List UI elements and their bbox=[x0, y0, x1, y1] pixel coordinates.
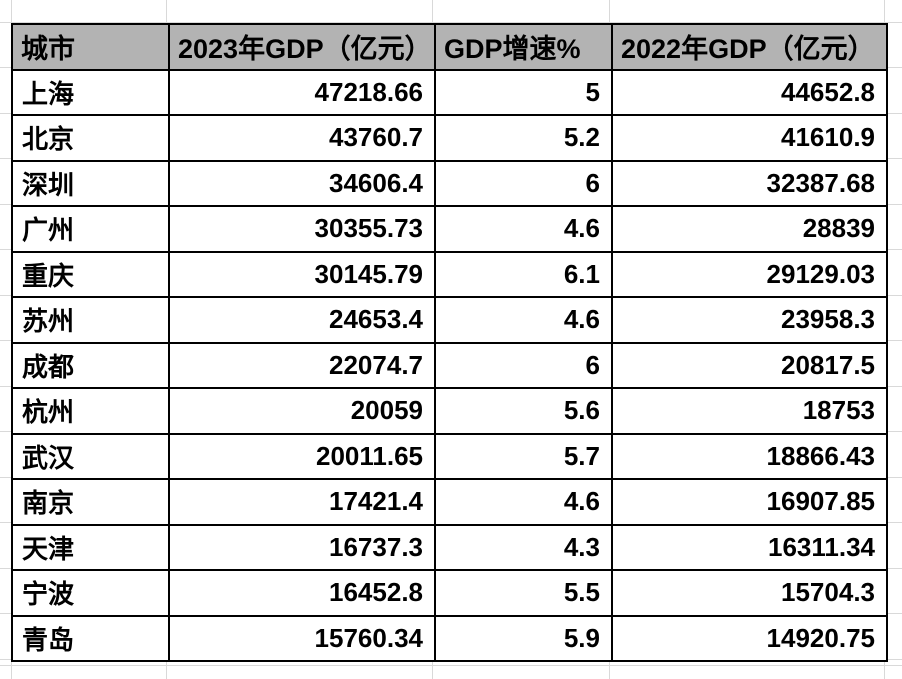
city-cell[interactable]: 上海 bbox=[11, 68, 170, 116]
city-cell[interactable]: 成都 bbox=[11, 341, 170, 389]
gdp-table: 城市 2023年GDP（亿元） GDP增速% 2022年GDP（亿元） 上海 4… bbox=[11, 23, 888, 662]
table-row: 宁波 16452.8 5.5 15704.3 bbox=[11, 569, 888, 617]
city-cell[interactable]: 深圳 bbox=[11, 159, 170, 207]
gridline-horizontal bbox=[0, 665, 902, 666]
growth-cell[interactable]: 5.5 bbox=[434, 569, 613, 617]
gdp-2022-cell[interactable]: 44652.8 bbox=[611, 68, 888, 116]
table-body: 上海 47218.66 5 44652.8 北京 43760.7 5.2 416… bbox=[11, 68, 888, 662]
city-cell[interactable]: 北京 bbox=[11, 114, 170, 162]
table-row: 重庆 30145.79 6.1 29129.03 bbox=[11, 250, 888, 298]
city-cell[interactable]: 杭州 bbox=[11, 387, 170, 435]
table-row: 广州 30355.73 4.6 28839 bbox=[11, 205, 888, 253]
table-row: 天津 16737.3 4.3 16311.34 bbox=[11, 523, 888, 571]
header-cell-growth[interactable]: GDP增速% bbox=[434, 23, 613, 71]
growth-cell[interactable]: 4.6 bbox=[434, 205, 613, 253]
table-row: 南京 17421.4 4.6 16907.85 bbox=[11, 478, 888, 526]
table-row: 深圳 34606.4 6 32387.68 bbox=[11, 159, 888, 207]
gdp-2023-cell[interactable]: 16452.8 bbox=[168, 569, 436, 617]
city-cell[interactable]: 宁波 bbox=[11, 569, 170, 617]
gdp-2023-cell[interactable]: 30145.79 bbox=[168, 250, 436, 298]
gdp-2023-cell[interactable]: 22074.7 bbox=[168, 341, 436, 389]
header-row: 城市 2023年GDP（亿元） GDP增速% 2022年GDP（亿元） bbox=[11, 23, 888, 71]
gdp-2023-cell[interactable]: 16737.3 bbox=[168, 523, 436, 571]
gdp-2022-cell[interactable]: 15704.3 bbox=[611, 569, 888, 617]
header-cell-gdp-2022[interactable]: 2022年GDP（亿元） bbox=[611, 23, 888, 71]
header-cell-city[interactable]: 城市 bbox=[11, 23, 170, 71]
growth-cell[interactable]: 6 bbox=[434, 341, 613, 389]
city-cell[interactable]: 南京 bbox=[11, 478, 170, 526]
growth-cell[interactable]: 5.7 bbox=[434, 432, 613, 480]
gdp-2023-cell[interactable]: 17421.4 bbox=[168, 478, 436, 526]
table-row: 武汉 20011.65 5.7 18866.43 bbox=[11, 432, 888, 480]
gdp-2022-cell[interactable]: 16311.34 bbox=[611, 523, 888, 571]
gdp-2023-cell[interactable]: 15760.34 bbox=[168, 614, 436, 662]
growth-cell[interactable]: 4.3 bbox=[434, 523, 613, 571]
city-cell[interactable]: 重庆 bbox=[11, 250, 170, 298]
gdp-2022-cell[interactable]: 16907.85 bbox=[611, 478, 888, 526]
gdp-2023-cell[interactable]: 47218.66 bbox=[168, 68, 436, 116]
gdp-2022-cell[interactable]: 18866.43 bbox=[611, 432, 888, 480]
city-cell[interactable]: 武汉 bbox=[11, 432, 170, 480]
gdp-2022-cell[interactable]: 28839 bbox=[611, 205, 888, 253]
table-row: 青岛 15760.34 5.9 14920.75 bbox=[11, 614, 888, 662]
gdp-2023-cell[interactable]: 30355.73 bbox=[168, 205, 436, 253]
gdp-2022-cell[interactable]: 29129.03 bbox=[611, 250, 888, 298]
gdp-2023-cell[interactable]: 34606.4 bbox=[168, 159, 436, 207]
table-row: 成都 22074.7 6 20817.5 bbox=[11, 341, 888, 389]
growth-cell[interactable]: 4.6 bbox=[434, 478, 613, 526]
table-row: 北京 43760.7 5.2 41610.9 bbox=[11, 114, 888, 162]
gdp-2023-cell[interactable]: 43760.7 bbox=[168, 114, 436, 162]
gdp-2022-cell[interactable]: 41610.9 bbox=[611, 114, 888, 162]
city-cell[interactable]: 苏州 bbox=[11, 296, 170, 344]
gridline-horizontal bbox=[0, 22, 902, 23]
gdp-2023-cell[interactable]: 20059 bbox=[168, 387, 436, 435]
growth-cell[interactable]: 5.2 bbox=[434, 114, 613, 162]
table-row: 苏州 24653.4 4.6 23958.3 bbox=[11, 296, 888, 344]
header-cell-gdp-2023[interactable]: 2023年GDP（亿元） bbox=[168, 23, 436, 71]
gdp-2023-cell[interactable]: 20011.65 bbox=[168, 432, 436, 480]
table-row: 杭州 20059 5.6 18753 bbox=[11, 387, 888, 435]
growth-cell[interactable]: 6.1 bbox=[434, 250, 613, 298]
table-row: 上海 47218.66 5 44652.8 bbox=[11, 68, 888, 116]
gdp-2022-cell[interactable]: 32387.68 bbox=[611, 159, 888, 207]
growth-cell[interactable]: 4.6 bbox=[434, 296, 613, 344]
city-cell[interactable]: 天津 bbox=[11, 523, 170, 571]
gdp-2022-cell[interactable]: 20817.5 bbox=[611, 341, 888, 389]
city-cell[interactable]: 广州 bbox=[11, 205, 170, 253]
growth-cell[interactable]: 5.6 bbox=[434, 387, 613, 435]
growth-cell[interactable]: 5 bbox=[434, 68, 613, 116]
gdp-2022-cell[interactable]: 23958.3 bbox=[611, 296, 888, 344]
growth-cell[interactable]: 5.9 bbox=[434, 614, 613, 662]
gdp-2022-cell[interactable]: 18753 bbox=[611, 387, 888, 435]
gdp-2023-cell[interactable]: 24653.4 bbox=[168, 296, 436, 344]
city-cell[interactable]: 青岛 bbox=[11, 614, 170, 662]
gdp-2022-cell[interactable]: 14920.75 bbox=[611, 614, 888, 662]
growth-cell[interactable]: 6 bbox=[434, 159, 613, 207]
